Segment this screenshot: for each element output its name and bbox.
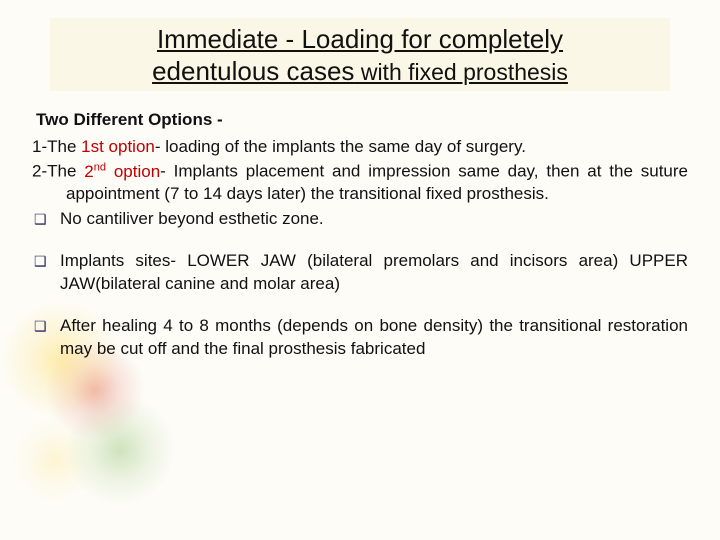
- opt2-red-b: option: [106, 162, 160, 181]
- opt1-red: 1st option: [81, 137, 155, 156]
- option-1: 1-The 1st option- loading of the implant…: [32, 136, 688, 158]
- opt1-prefix: 1-The: [32, 137, 81, 156]
- options-intro: Two Different Options -: [32, 109, 688, 131]
- opt2-prefix: 2-The: [32, 162, 84, 181]
- body-content: Two Different Options - 1-The 1st option…: [32, 109, 688, 360]
- slide-title: Immediate - Loading for completely edent…: [62, 24, 658, 87]
- bullet-1-text: No cantiliver beyond esthetic zone.: [60, 208, 688, 230]
- bullet-3-text: After healing 4 to 8 months (depends on …: [60, 315, 688, 360]
- title-box: Immediate - Loading for completely edent…: [50, 18, 670, 91]
- opt2-rest: - Implants placement and impression same…: [66, 162, 688, 203]
- bullet-2: ❑ Implants sites- LOWER JAW (bilateral p…: [32, 250, 688, 295]
- bullet-1: ❑ No cantiliver beyond esthetic zone.: [32, 208, 688, 230]
- opt2-red-sup: nd: [94, 161, 106, 173]
- bullet-3: ❑ After healing 4 to 8 months (depends o…: [32, 315, 688, 360]
- bullet-icon: ❑: [32, 315, 60, 337]
- title-line2-main: edentulous cases: [152, 56, 354, 86]
- title-line2-sub: with fixed prosthesis: [354, 59, 567, 85]
- bullet-icon: ❑: [32, 208, 60, 230]
- slide: Immediate - Loading for completely edent…: [0, 0, 720, 540]
- opt2-red-a: 2: [84, 162, 93, 181]
- title-line1: Immediate - Loading for completely: [157, 24, 563, 54]
- bullet-2-text: Implants sites- LOWER JAW (bilateral pre…: [60, 250, 688, 295]
- bullet-icon: ❑: [32, 250, 60, 272]
- opt2-red: 2nd option: [84, 162, 160, 181]
- option-2: 2-The 2nd option- Implants placement and…: [32, 160, 688, 206]
- opt1-rest: - loading of the implants the same day o…: [155, 137, 526, 156]
